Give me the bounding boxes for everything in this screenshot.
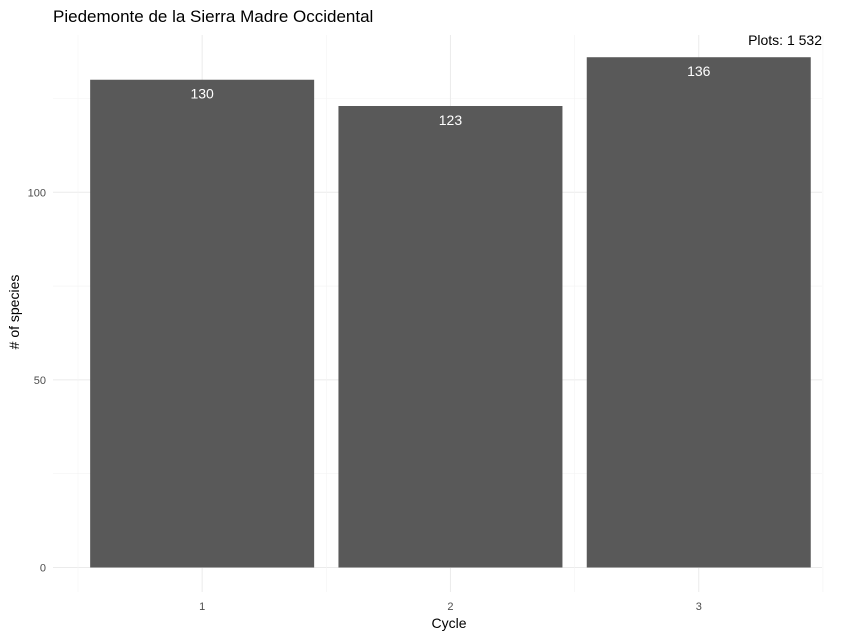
bar	[338, 106, 563, 568]
y-tick-label: 0	[40, 563, 46, 575]
y-axis-ticks: 0 50 100	[28, 187, 46, 574]
x-tick-label: 2	[447, 601, 453, 613]
y-tick-label: 50	[34, 375, 46, 387]
bar	[586, 57, 811, 568]
bar-data-labels: 130 123 136	[190, 63, 710, 128]
y-tick-label: 100	[28, 187, 46, 199]
x-tick-label: 1	[199, 601, 205, 613]
bars	[90, 57, 811, 568]
x-tick-label: 3	[696, 601, 702, 613]
bar	[90, 79, 315, 568]
chart-title: Piedemonte de la Sierra Madre Occidental	[53, 7, 373, 26]
plots-annotation: Plots: 1 532	[748, 32, 822, 48]
y-axis-title: # of species	[6, 275, 22, 350]
x-axis-ticks: 1 2 3	[199, 601, 702, 613]
bar-value-label: 136	[687, 63, 711, 79]
bar-value-label: 123	[439, 112, 463, 128]
x-axis-title: Cycle	[431, 615, 466, 631]
bar-value-label: 130	[190, 86, 214, 102]
